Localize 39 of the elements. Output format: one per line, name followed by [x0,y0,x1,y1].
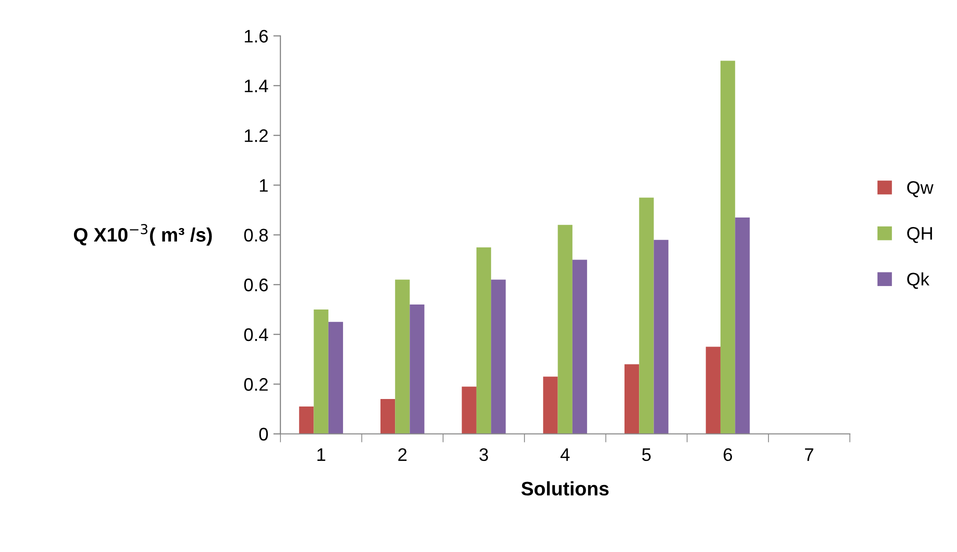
bar [720,60,736,434]
y-tick-label: 0.6 [244,278,268,292]
legend-label: QH [907,226,932,244]
y-tick-label: 1.6 [244,30,268,43]
bar [706,346,720,434]
legend-label: Qw [907,181,934,198]
y-tick-label: 0.2 [244,378,268,391]
x-tick-label: 5 [642,448,651,462]
bar [543,376,558,434]
bar [410,304,424,434]
bar [558,224,572,434]
bar [380,399,396,434]
y-tick-label: 1.4 [244,80,268,92]
x-tick-label: 7 [805,448,814,461]
x-tick-label: 4 [560,448,570,461]
bar [624,364,640,434]
bar [572,260,588,434]
bar [735,217,750,434]
bar [299,406,314,434]
x-tick-label: 1 [317,448,326,461]
bar [462,386,476,434]
y-tick-label: 0.8 [244,228,268,242]
bar [491,280,506,434]
x-tick-label: 2 [398,448,407,461]
bar [476,247,492,434]
y-tick-label: 0 [259,428,268,441]
bar [314,310,328,434]
y-axis-title: Q X10$^{−3}$( m³ /s) [74,224,212,246]
x-tick-label: 6 [724,448,732,462]
y-tick-label: 0.4 [244,328,268,342]
bar [328,322,344,434]
bar [639,198,654,434]
y-tick-label: 1 [260,179,268,192]
bar [654,240,668,434]
y-tick-label: 1.2 [244,129,268,142]
bar [395,280,410,434]
legend-label: Qk [907,272,930,289]
x-axis-title: Solutions [521,481,609,496]
x-tick-label: 3 [479,448,488,462]
